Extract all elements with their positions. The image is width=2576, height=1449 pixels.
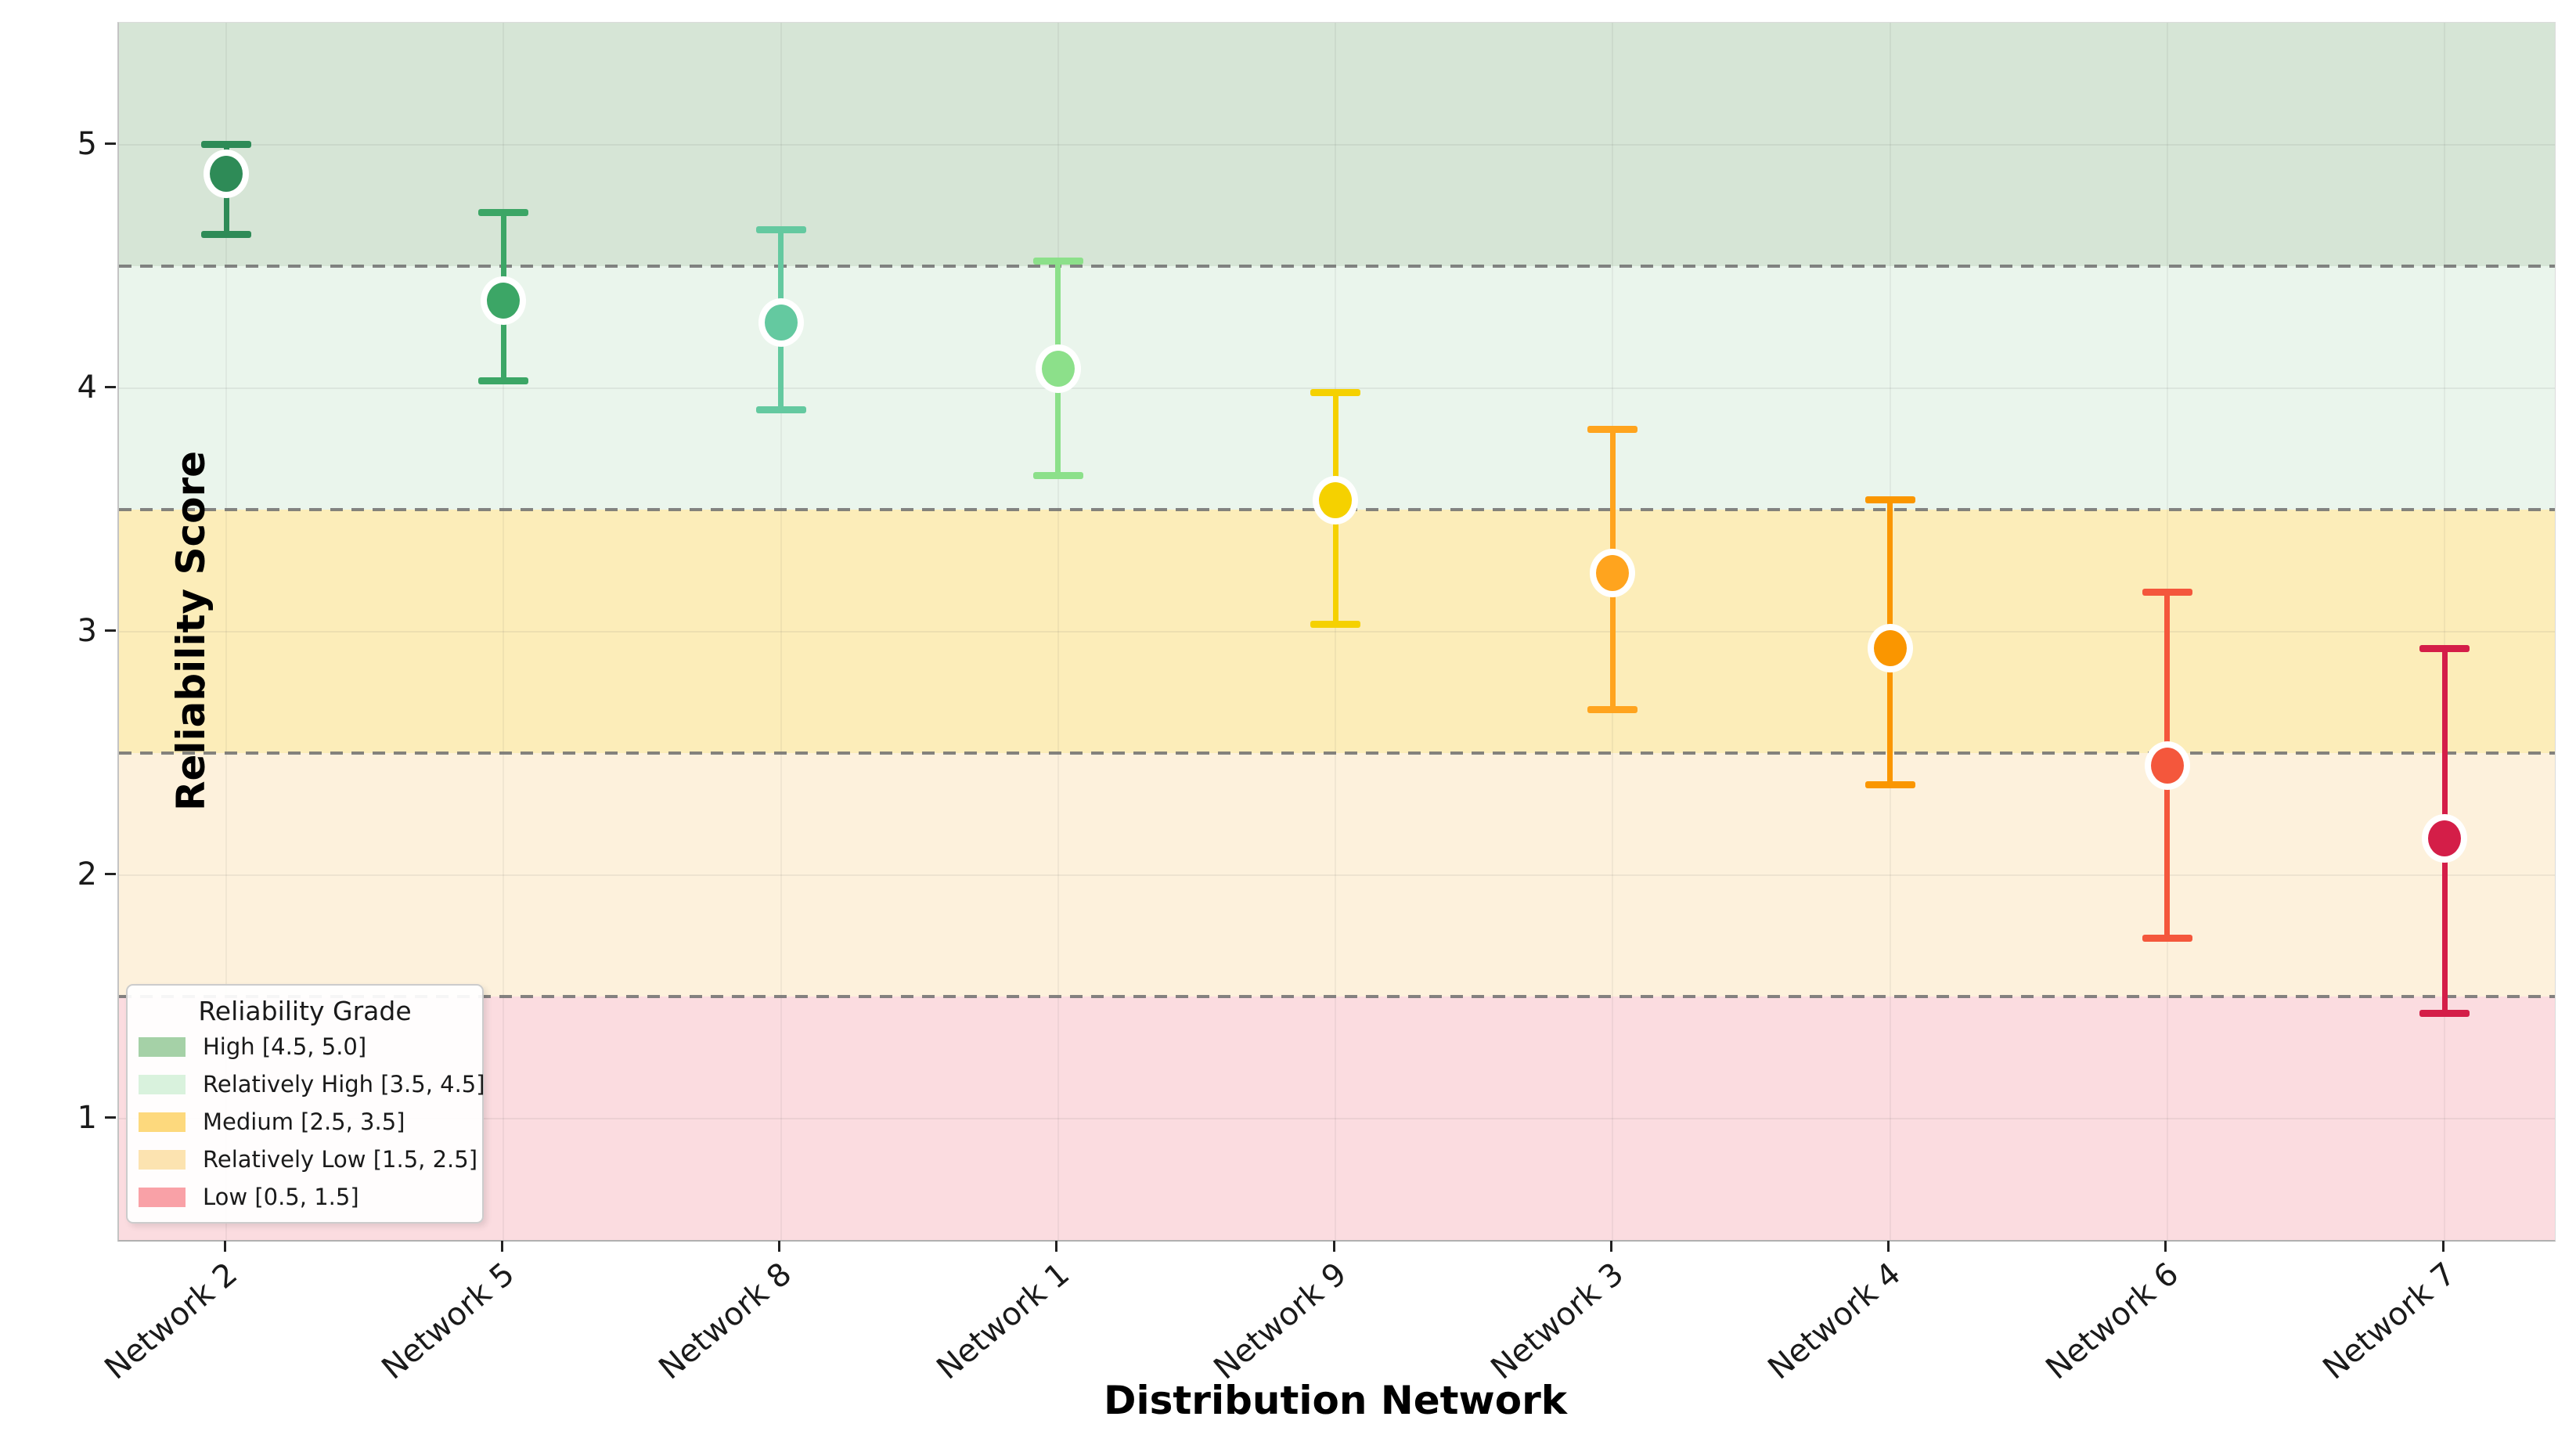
legend-title: Reliability Grade xyxy=(198,996,412,1026)
y-tick-3 xyxy=(105,629,116,632)
x-gridline-network-2 xyxy=(225,23,227,1240)
x-tick-network-7 xyxy=(2441,1241,2444,1252)
x-tick-network-5 xyxy=(500,1241,503,1252)
y-tick-label-2: 2 xyxy=(77,856,97,892)
grade-line-1-5 xyxy=(119,995,2555,998)
x-tick-label-network-9: Network 9 xyxy=(1207,1256,1353,1387)
x-tick-network-2 xyxy=(223,1241,226,1252)
legend-swatch-high xyxy=(139,1036,186,1057)
error-cap-bottom-network-4 xyxy=(1864,780,1915,788)
error-cap-bottom-network-1 xyxy=(1032,471,1083,479)
legend-swatch-relatively-high xyxy=(139,1074,186,1094)
error-cap-bottom-network-5 xyxy=(478,377,529,384)
y-gridline-3 xyxy=(119,630,2555,633)
y-gridline-4 xyxy=(119,387,2555,389)
x-tick-network-9 xyxy=(1332,1241,1335,1252)
x-axis-label: Distribution Network xyxy=(1104,1378,1567,1423)
error-cap-top-network-5 xyxy=(478,209,529,217)
error-cap-bottom-network-3 xyxy=(1587,705,1638,713)
error-cap-top-network-4 xyxy=(1864,496,1915,504)
legend-entry-label-high: High [4.5, 5.0] xyxy=(203,1033,367,1060)
x-tick-network-8 xyxy=(778,1241,780,1252)
y-gridline-2 xyxy=(119,874,2555,876)
data-point-network-2 xyxy=(204,149,249,198)
x-tick-label-network-5: Network 5 xyxy=(375,1256,522,1387)
x-tick-network-4 xyxy=(1887,1241,1890,1252)
legend-entry-medium: Medium [2.5, 3.5] xyxy=(128,1103,482,1141)
x-tick-label-network-2: Network 2 xyxy=(98,1256,244,1387)
y-tick-1 xyxy=(105,1116,116,1119)
data-point-network-8 xyxy=(758,297,804,347)
error-cap-top-network-3 xyxy=(1587,425,1638,433)
legend-entry-relatively-high: Relatively High [3.5, 4.5] xyxy=(128,1065,485,1103)
error-cap-bottom-network-2 xyxy=(201,231,251,239)
legend-swatch-relatively-low xyxy=(139,1149,186,1170)
band-relatively-low xyxy=(119,753,2555,997)
y-tick-label-4: 4 xyxy=(77,369,97,406)
legend-entry-label-relatively-low: Relatively Low [1.5, 2.5] xyxy=(203,1146,478,1173)
data-point-network-1 xyxy=(1035,344,1081,393)
y-tick-4 xyxy=(105,386,116,388)
y-tick-label-3: 3 xyxy=(77,612,97,649)
x-gridline-network-1 xyxy=(1057,23,1059,1240)
legend-entry-label-medium: Medium [2.5, 3.5] xyxy=(203,1108,405,1135)
y-gridline-5 xyxy=(119,143,2555,146)
y-tick-label-5: 5 xyxy=(77,125,97,162)
grade-line-4-5 xyxy=(119,265,2555,268)
x-tick-label-network-1: Network 1 xyxy=(929,1256,1076,1387)
error-cap-bottom-network-8 xyxy=(755,406,806,413)
error-cap-bottom-network-9 xyxy=(1310,620,1360,628)
legend-swatch-low xyxy=(139,1187,186,1207)
legend-entry-low: Low [0.5, 1.5] xyxy=(128,1178,482,1216)
error-cap-top-network-8 xyxy=(755,225,806,233)
x-tick-network-1 xyxy=(1055,1241,1058,1252)
plot-area xyxy=(117,22,2556,1242)
data-point-network-5 xyxy=(481,276,527,325)
error-cap-top-network-6 xyxy=(2142,589,2192,597)
grade-line-2-5 xyxy=(119,752,2555,755)
legend-swatch-medium xyxy=(139,1112,186,1132)
error-cap-top-network-2 xyxy=(201,141,251,148)
legend-entry-label-low: Low [0.5, 1.5] xyxy=(203,1184,359,1210)
y-tick-2 xyxy=(105,873,116,875)
y-axis-label: Reliability Score xyxy=(168,450,214,812)
error-cap-bottom-network-6 xyxy=(2142,934,2192,942)
legend-entry-label-relatively-high: Relatively High [3.5, 4.5] xyxy=(203,1071,485,1098)
y-tick-5 xyxy=(105,142,116,145)
x-gridline-network-9 xyxy=(1335,23,1336,1240)
x-gridline-network-8 xyxy=(780,23,782,1240)
legend: Reliability Grade High [4.5, 5.0] Relativ… xyxy=(126,984,485,1224)
error-cap-top-network-1 xyxy=(1032,258,1083,265)
x-gridline-network-5 xyxy=(503,23,505,1240)
data-point-network-4 xyxy=(1867,624,1913,673)
y-tick-label-1: 1 xyxy=(77,1099,97,1136)
data-point-network-9 xyxy=(1313,475,1358,524)
data-point-network-3 xyxy=(1590,548,1636,597)
legend-entry-high: High [4.5, 5.0] xyxy=(128,1028,482,1065)
x-tick-label-network-4: Network 4 xyxy=(1761,1256,1908,1387)
data-point-network-7 xyxy=(2422,813,2467,863)
y-gridline-1 xyxy=(119,1117,2555,1119)
legend-rows: High [4.5, 5.0] Relatively High [3.5, 4.5… xyxy=(128,1028,485,1216)
x-gridline-network-7 xyxy=(2444,23,2445,1240)
x-tick-label-network-3: Network 3 xyxy=(1484,1256,1631,1387)
x-tick-network-3 xyxy=(1609,1241,1612,1252)
band-low xyxy=(119,997,2555,1240)
x-tick-label-network-6: Network 6 xyxy=(2038,1256,2185,1387)
band-high xyxy=(119,23,2555,266)
x-tick-label-network-7: Network 7 xyxy=(2316,1256,2463,1387)
data-point-network-6 xyxy=(2144,741,2190,790)
x-tick-label-network-8: Network 8 xyxy=(652,1256,799,1387)
legend-entry-relatively-low: Relatively Low [1.5, 2.5] xyxy=(128,1141,482,1178)
error-cap-top-network-9 xyxy=(1310,389,1360,397)
error-cap-top-network-7 xyxy=(2419,644,2470,652)
x-tick-network-6 xyxy=(2164,1241,2167,1252)
error-cap-bottom-network-7 xyxy=(2419,1010,2470,1018)
